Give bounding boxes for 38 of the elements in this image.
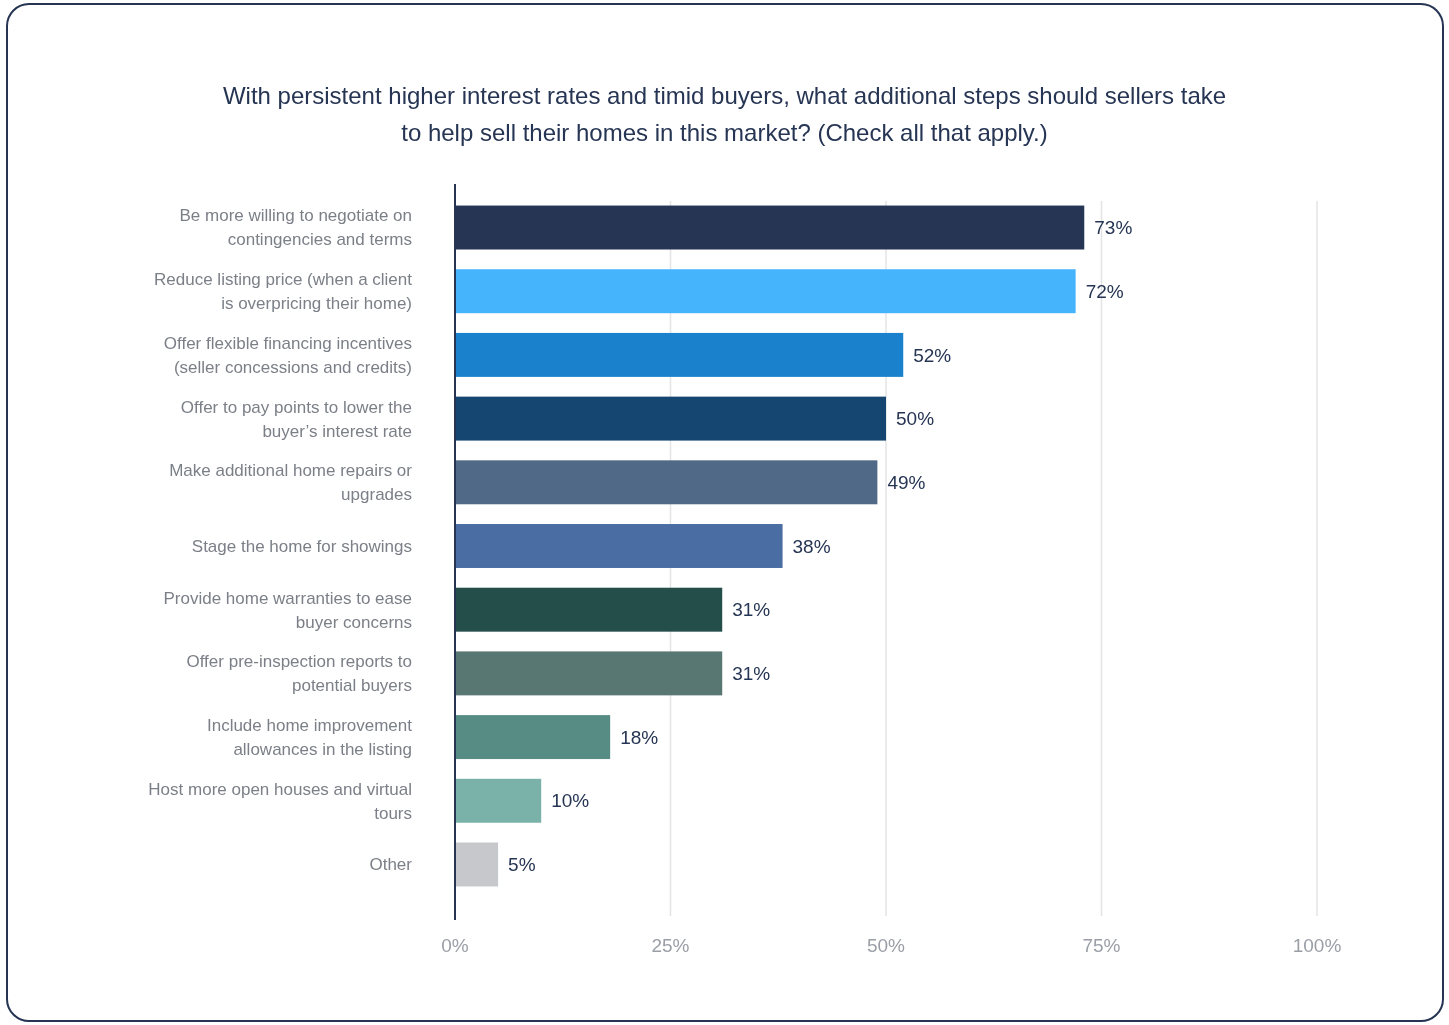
bar bbox=[455, 460, 878, 505]
data-label: 18% bbox=[620, 726, 659, 748]
data-label: 31% bbox=[732, 599, 771, 621]
y-tick-label: Include home improvement allowances in the listing bbox=[206, 716, 413, 760]
bar bbox=[455, 524, 783, 568]
y-tick-label: Be more willing to negotiate on contingencies and terms bbox=[179, 206, 412, 250]
bar bbox=[455, 587, 723, 632]
data-label: 73% bbox=[1094, 217, 1133, 239]
y-tick-label: Offer to pay points to lower the buyer’s interest rate bbox=[180, 397, 412, 441]
data-label: 31% bbox=[732, 663, 771, 685]
bar bbox=[455, 396, 886, 441]
chart-title: With persistent higher interest rates and timid buyers, what additional steps should sellers take to help sell their homes in this market? (Check all that apply.) bbox=[222, 82, 1227, 146]
y-tick-label: Provide home warranties to ease buyer concerns bbox=[163, 588, 412, 632]
y-tick-label: Offer flexible financing incentives (seller concessions and credits) bbox=[163, 333, 412, 377]
data-label: 52% bbox=[913, 344, 952, 366]
x-tick-label: 0% bbox=[441, 935, 469, 956]
data-label: 10% bbox=[551, 790, 590, 812]
bar bbox=[455, 332, 904, 377]
data-label: 50% bbox=[896, 408, 935, 430]
y-tick-label: Reduce listing price (when a client is overpricing their home) bbox=[154, 270, 413, 314]
bar bbox=[455, 269, 1076, 314]
bar bbox=[455, 778, 542, 823]
bar bbox=[455, 715, 611, 760]
x-tick-label: 50% bbox=[866, 935, 906, 956]
y-tick-label: Host more open houses and virtual tours bbox=[148, 779, 412, 823]
y-tick-label: Offer pre-inspection reports to potential buyers bbox=[186, 652, 412, 696]
data-label: 38% bbox=[792, 535, 831, 557]
data-label: 72% bbox=[1085, 280, 1124, 302]
y-tick-label: Other bbox=[369, 855, 413, 875]
y-tick-label: Make additional home repairs or upgrades bbox=[169, 461, 413, 505]
data-label: 5% bbox=[508, 854, 536, 876]
x-tick-label: 25% bbox=[651, 935, 690, 956]
x-tick-label: 100% bbox=[1292, 935, 1342, 956]
x-tick-label: 75% bbox=[1082, 935, 1121, 956]
y-tick-label: Stage the home for showings bbox=[191, 536, 412, 556]
data-label: 49% bbox=[887, 471, 926, 493]
bar bbox=[455, 842, 499, 887]
bar bbox=[455, 651, 723, 696]
